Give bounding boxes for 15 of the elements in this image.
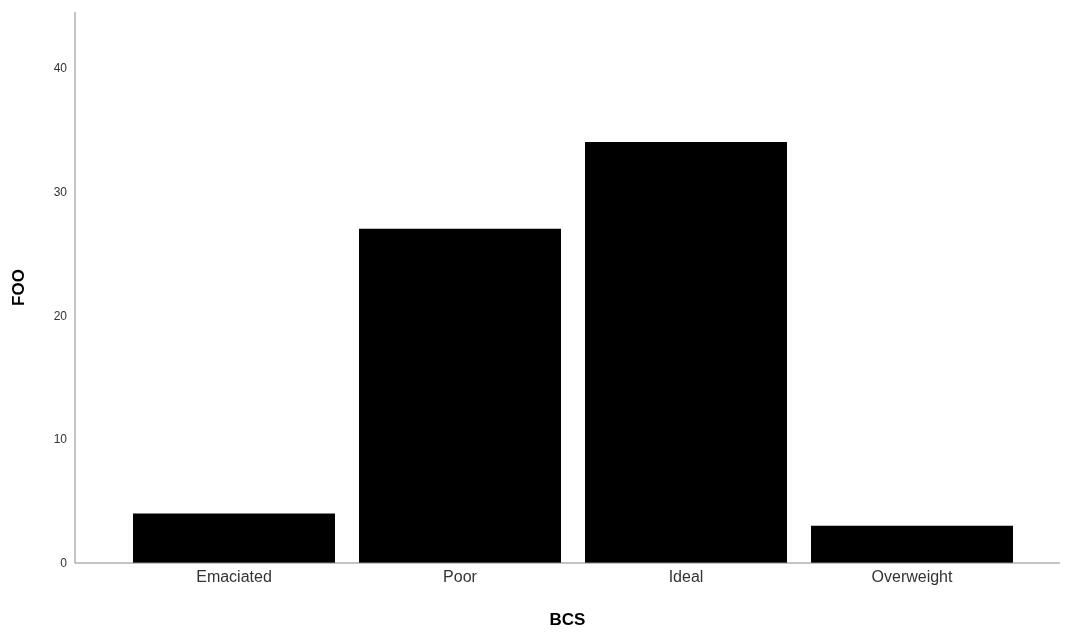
x-axis-title: BCS: [549, 610, 586, 629]
y-tick-label: 10: [53, 432, 68, 447]
bar: [585, 142, 787, 563]
y-tick-label: 30: [53, 184, 68, 199]
y-axis-title: FOO: [9, 269, 29, 306]
bar: [133, 513, 335, 563]
x-tick-label: Emaciated: [196, 568, 272, 586]
bar: [359, 228, 561, 563]
x-tick-label: Overweight: [871, 568, 954, 586]
y-tick-label: 0: [60, 556, 68, 571]
x-tick-label: Ideal: [668, 568, 704, 586]
y-tick-label: 40: [53, 60, 68, 75]
bar: [811, 525, 1013, 563]
y-tick-label: 20: [53, 308, 68, 323]
x-tick-label: Poor: [443, 568, 478, 586]
